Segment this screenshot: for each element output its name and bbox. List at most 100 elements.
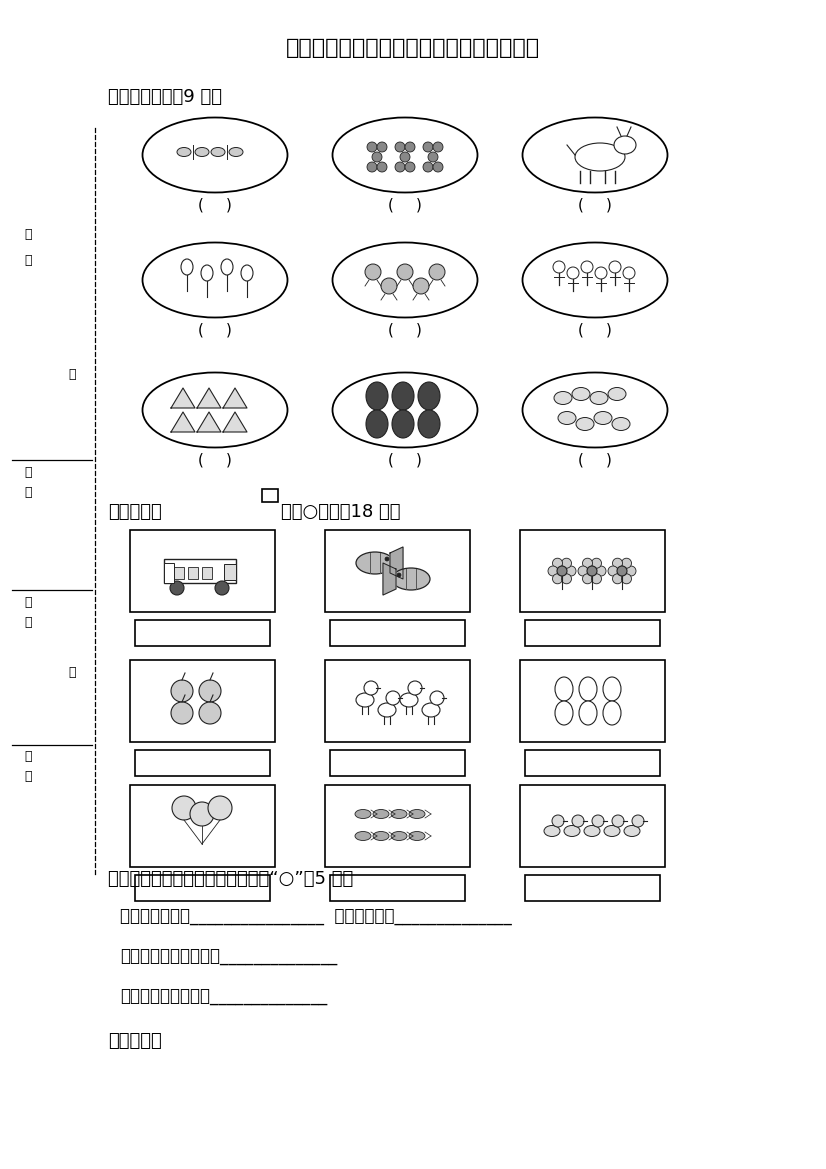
Text: 三、数一数，在横线上画出相应的“○”（5 分）: 三、数一数，在横线上画出相应的“○”（5 分）: [108, 870, 354, 888]
Ellipse shape: [555, 677, 573, 701]
Text: 人教版小学数学一年级上册第一单元检测卷: 人教版小学数学一年级上册第一单元检测卷: [286, 39, 540, 58]
Bar: [330, 750, 465, 776]
Ellipse shape: [333, 118, 477, 193]
Ellipse shape: [579, 701, 597, 725]
Circle shape: [408, 682, 422, 696]
Text: 内画○计数（18 分）: 内画○计数（18 分）: [281, 503, 401, 521]
Circle shape: [367, 141, 377, 152]
Circle shape: [581, 261, 593, 274]
Ellipse shape: [373, 831, 389, 841]
Circle shape: [626, 566, 636, 576]
Ellipse shape: [594, 411, 612, 424]
Circle shape: [171, 680, 193, 703]
Circle shape: [386, 691, 400, 705]
Circle shape: [364, 682, 378, 696]
Bar: [224, 563, 236, 580]
Text: 级: 级: [24, 616, 31, 629]
Ellipse shape: [143, 373, 287, 448]
Bar: [325, 660, 470, 742]
Circle shape: [172, 796, 196, 819]
Circle shape: [405, 162, 415, 172]
Circle shape: [397, 573, 401, 577]
Circle shape: [587, 566, 597, 576]
Circle shape: [582, 574, 592, 583]
Circle shape: [623, 267, 635, 279]
Ellipse shape: [523, 118, 667, 193]
Ellipse shape: [355, 809, 371, 818]
Ellipse shape: [373, 809, 389, 818]
Text: (: (: [578, 452, 584, 468]
Ellipse shape: [558, 411, 576, 424]
Circle shape: [621, 574, 632, 583]
Circle shape: [171, 703, 193, 724]
Circle shape: [596, 566, 606, 576]
Ellipse shape: [576, 417, 594, 430]
Circle shape: [557, 566, 567, 576]
Text: (: (: [198, 198, 204, 213]
Text: (: (: [198, 452, 204, 468]
Ellipse shape: [624, 825, 640, 837]
Text: (: (: [578, 323, 584, 338]
Polygon shape: [171, 388, 195, 408]
Text: ): ): [416, 452, 422, 468]
Ellipse shape: [590, 392, 608, 404]
Circle shape: [395, 141, 405, 152]
Ellipse shape: [418, 410, 440, 438]
Circle shape: [553, 559, 563, 568]
Ellipse shape: [409, 809, 425, 818]
Circle shape: [199, 703, 221, 724]
Bar: [135, 620, 270, 646]
Bar: [520, 530, 665, 613]
Ellipse shape: [523, 242, 667, 318]
Ellipse shape: [575, 143, 625, 171]
Polygon shape: [383, 563, 396, 595]
Ellipse shape: [241, 265, 253, 281]
Circle shape: [567, 267, 579, 279]
Bar: [262, 489, 278, 502]
Bar: [188, 567, 198, 579]
Circle shape: [377, 162, 387, 172]
Text: ): ): [416, 323, 422, 338]
Ellipse shape: [229, 147, 243, 157]
Ellipse shape: [195, 147, 209, 157]
Circle shape: [613, 559, 623, 568]
Bar: [130, 786, 275, 867]
Text: 订: 订: [69, 368, 76, 381]
Ellipse shape: [544, 825, 560, 837]
Circle shape: [553, 574, 563, 583]
Polygon shape: [171, 411, 195, 433]
Polygon shape: [223, 388, 247, 408]
Circle shape: [413, 278, 429, 293]
Text: ): ): [606, 452, 612, 468]
Circle shape: [430, 691, 444, 705]
Ellipse shape: [378, 703, 396, 717]
Ellipse shape: [356, 693, 374, 707]
Bar: [325, 786, 470, 867]
Bar: [525, 876, 660, 901]
Ellipse shape: [564, 825, 580, 837]
Circle shape: [397, 264, 413, 281]
Circle shape: [400, 152, 410, 162]
Ellipse shape: [181, 260, 193, 275]
Circle shape: [423, 141, 433, 152]
Circle shape: [609, 261, 621, 274]
Text: ): ): [226, 452, 232, 468]
Text: ): ): [606, 323, 612, 338]
Circle shape: [423, 162, 433, 172]
Circle shape: [621, 559, 632, 568]
Text: ): ): [226, 198, 232, 213]
Ellipse shape: [392, 382, 414, 410]
Circle shape: [372, 152, 382, 162]
Ellipse shape: [221, 260, 233, 275]
Ellipse shape: [333, 373, 477, 448]
Ellipse shape: [554, 392, 572, 404]
Text: 四、连一连: 四、连一连: [108, 1032, 162, 1050]
Circle shape: [578, 566, 588, 576]
Circle shape: [572, 815, 584, 826]
Circle shape: [552, 815, 564, 826]
Circle shape: [553, 261, 565, 274]
Circle shape: [632, 815, 644, 826]
Circle shape: [595, 267, 607, 279]
Text: 姓: 姓: [24, 465, 31, 478]
Circle shape: [548, 566, 558, 576]
